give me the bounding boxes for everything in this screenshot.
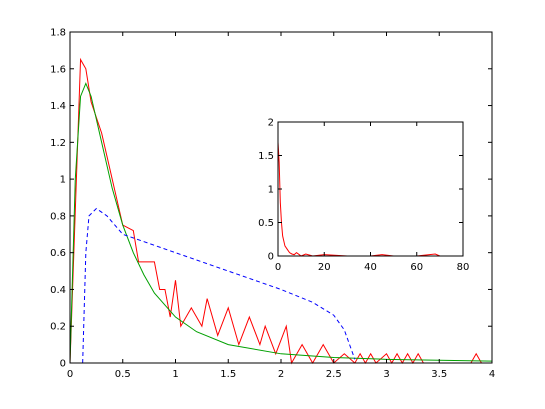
y-tick-label: 0.5 xyxy=(258,218,274,229)
x-tick-label: 2 xyxy=(278,369,284,380)
x-tick-label: 1.5 xyxy=(220,369,236,380)
plot-area xyxy=(278,122,463,256)
x-tick-label: 0 xyxy=(67,369,73,380)
data-line xyxy=(69,82,493,364)
y-tick-label: 1.2 xyxy=(50,138,66,149)
x-tick-label: 2.5 xyxy=(326,369,342,380)
y-tick-label: 1.5 xyxy=(258,151,274,162)
x-tick-label: 80 xyxy=(457,262,470,273)
y-tick-label: 1.4 xyxy=(50,101,66,112)
y-tick-label: 0 xyxy=(268,252,274,263)
x-tick-label: 4 xyxy=(489,369,495,380)
x-tick-label: 1 xyxy=(172,369,178,380)
y-tick-label: 0 xyxy=(60,359,66,370)
x-tick-label: 60 xyxy=(410,262,423,273)
y-tick-label: 0.8 xyxy=(50,211,66,222)
x-tick-label: 20 xyxy=(318,262,331,273)
x-tick-label: 0 xyxy=(275,262,281,273)
y-tick-label: 1.8 xyxy=(50,28,66,39)
y-tick-label: 0.2 xyxy=(50,322,66,333)
x-tick-label: 3 xyxy=(383,369,389,380)
y-tick-label: 0.4 xyxy=(50,285,66,296)
x-tick-label: 0.5 xyxy=(115,369,131,380)
y-tick-label: 1.6 xyxy=(50,64,66,75)
y-tick-label: 2 xyxy=(268,118,274,129)
x-tick-label: 3.5 xyxy=(431,369,447,380)
data-line xyxy=(82,207,356,364)
y-tick-label: 1 xyxy=(60,175,66,186)
x-tick-label: 40 xyxy=(364,262,377,273)
y-tick-label: 0.6 xyxy=(50,248,66,259)
y-tick-label: 1 xyxy=(268,185,274,196)
